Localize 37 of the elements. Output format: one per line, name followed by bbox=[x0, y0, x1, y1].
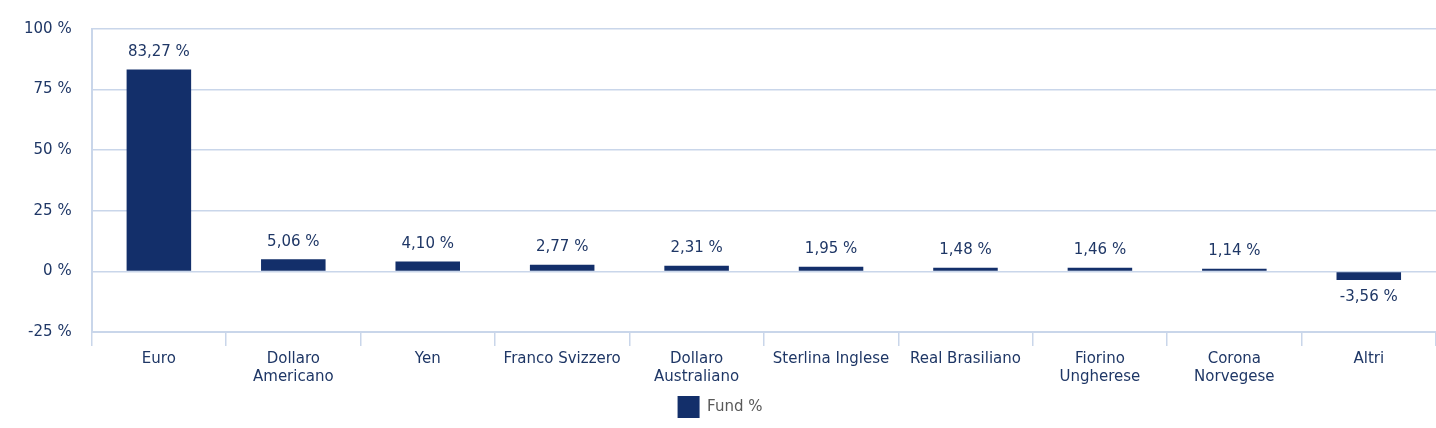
bar bbox=[261, 259, 326, 271]
data-label: 1,46 % bbox=[1073, 240, 1127, 259]
y-tick-label: 75 % bbox=[33, 79, 72, 98]
x-tick-label: Sterlina Inglese bbox=[772, 348, 890, 367]
x-tick-label: Fiorino Ungherese bbox=[1059, 348, 1141, 385]
x-tick-label: Dollaro Americano bbox=[253, 348, 334, 385]
data-label: 2,77 % bbox=[535, 237, 589, 256]
x-tick-label: Dollaro Australiano bbox=[654, 348, 740, 385]
data-label: 1,95 % bbox=[804, 239, 858, 258]
x-tick-label: Corona Norvegese bbox=[1194, 348, 1275, 385]
bar bbox=[798, 266, 864, 271]
bar bbox=[126, 69, 192, 271]
bar bbox=[529, 264, 595, 271]
data-label: -3,56 % bbox=[1339, 287, 1398, 306]
x-tick-label: Yen bbox=[413, 348, 441, 367]
y-tick-label: -25 % bbox=[28, 321, 72, 340]
y-tick-label: 100 % bbox=[24, 18, 72, 37]
data-label: 5,06 % bbox=[267, 231, 320, 250]
bar bbox=[1067, 267, 1133, 271]
bar bbox=[1336, 272, 1402, 281]
bar bbox=[395, 261, 460, 271]
data-label: 1,48 % bbox=[939, 240, 992, 259]
x-tick-label: Altri bbox=[1353, 348, 1385, 367]
y-tick-label: 50 % bbox=[33, 140, 72, 159]
y-tick-label: 0 % bbox=[43, 261, 72, 280]
bar bbox=[1202, 268, 1267, 271]
bar bbox=[933, 267, 998, 271]
data-label: 83,27 % bbox=[127, 41, 190, 60]
x-tick-label: Franco Svizzero bbox=[503, 348, 621, 367]
x-tick-label: Euro bbox=[141, 348, 176, 367]
x-tick-label: Real Brasiliano bbox=[910, 348, 1021, 367]
y-tick-label: 25 % bbox=[33, 200, 72, 219]
data-label: 4,10 % bbox=[401, 233, 454, 252]
data-label: 2,31 % bbox=[670, 238, 723, 257]
bar bbox=[664, 265, 729, 271]
legend-label: Fund % bbox=[707, 396, 763, 415]
data-label: 1,14 % bbox=[1208, 241, 1261, 260]
